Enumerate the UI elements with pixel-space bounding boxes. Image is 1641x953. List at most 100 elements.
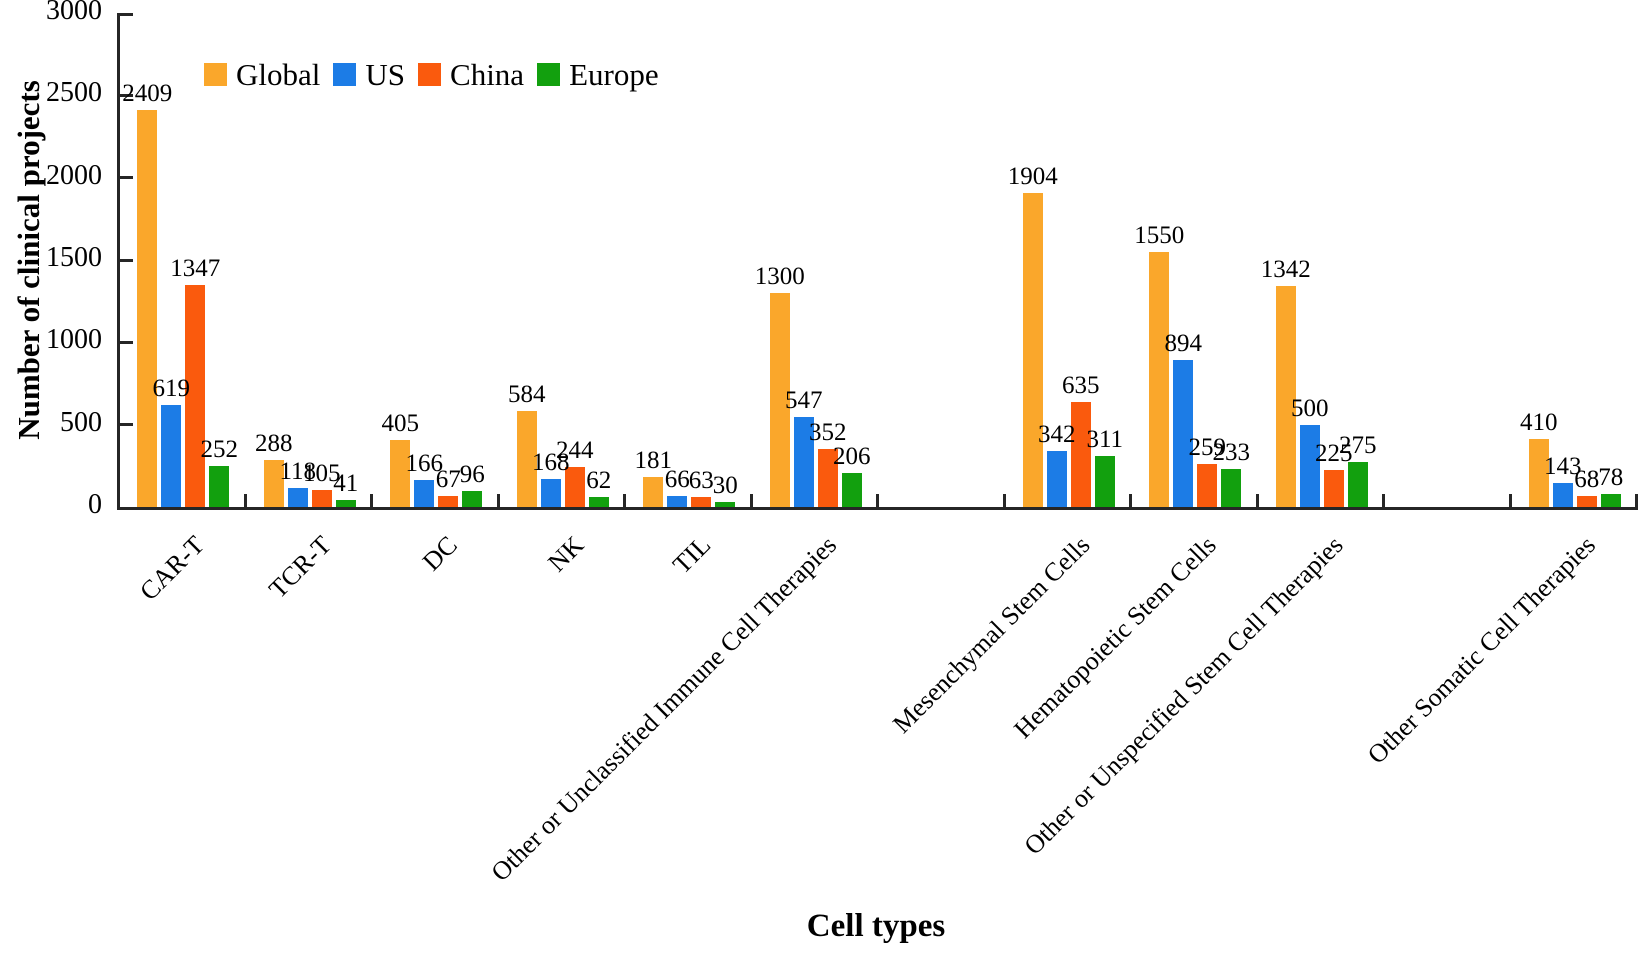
bar-value-label-europe-other-or-unspecified-stem-cell-therapies: 275	[1339, 431, 1377, 459]
bar-china-hematopoietic-stem-cells	[1197, 464, 1218, 507]
bar-europe-til	[715, 502, 736, 507]
bar-china-car-t	[185, 285, 206, 507]
bar-us-other-or-unclassified-immune-cell-therapies	[793, 417, 814, 507]
bar-us-other-or-unspecified-stem-cell-therapies	[1299, 425, 1320, 507]
bar-value-label-china-mesenchymal-stem-cells: 635	[1062, 371, 1100, 399]
bar-value-label-china-hematopoietic-stem-cells: 259	[1188, 433, 1227, 461]
legend-item-global: Global	[204, 59, 320, 90]
y-tick-2500	[120, 93, 133, 97]
y-tick-label: 500	[60, 406, 102, 438]
bar-china-til	[691, 497, 712, 507]
bar-china-nk	[564, 467, 585, 507]
bar-us-nk	[540, 479, 561, 507]
bar-global-other-or-unspecified-stem-cell-therapies	[1275, 286, 1296, 507]
x-tick-boundary-10	[1382, 494, 1385, 507]
x-category-label-other-somatic-cell-therapies: Other Somatic Cell Therapies	[1362, 530, 1602, 770]
x-tick-boundary-12	[1635, 494, 1638, 507]
y-tick-1000	[120, 340, 133, 344]
bar-china-dc	[438, 496, 459, 507]
bar-europe-hematopoietic-stem-cells	[1221, 469, 1242, 507]
bar-value-label-china-car-t: 1347	[170, 254, 221, 282]
y-tick-2000	[120, 176, 133, 180]
bar-global-other-somatic-cell-therapies	[1528, 439, 1549, 507]
legend-item-us: US	[333, 59, 405, 90]
y-tick-label: 1500	[46, 242, 102, 273]
bar-value-label-global-other-or-unspecified-stem-cell-therapies: 1342	[1260, 255, 1311, 283]
bar-value-label-china-til: 63	[688, 466, 714, 494]
x-tick-boundary-9	[1255, 494, 1259, 507]
legend: Global US China Europe	[204, 59, 659, 90]
y-tick-500	[120, 423, 133, 427]
bar-europe-nk	[588, 497, 609, 507]
y-tick-label: 0	[88, 489, 102, 520]
x-category-label-car-t: CAR-T	[134, 530, 211, 606]
bar-value-label-global-other-somatic-cell-therapies: 410	[1520, 408, 1558, 436]
bar-china-other-somatic-cell-therapies	[1576, 496, 1597, 507]
bar-value-label-china-nk: 244	[556, 436, 594, 464]
bar-value-label-us-other-somatic-cell-therapies: 143	[1544, 452, 1582, 480]
bar-value-label-us-til: 66	[664, 465, 690, 493]
plot-area: Global US China Europe 2409 619 1347 252 288 118…	[117, 13, 1638, 510]
bar-china-other-or-unclassified-immune-cell-therapies	[817, 449, 838, 507]
x-tick-boundary-11	[1508, 494, 1512, 507]
bar-europe-other-or-unclassified-immune-cell-therapies	[841, 473, 862, 507]
bar-europe-other-somatic-cell-therapies	[1600, 494, 1621, 507]
bar-value-label-europe-nk: 62	[586, 466, 612, 494]
bar-value-label-china-tcr-t: 105	[303, 459, 341, 487]
x-axis-title: Cell types	[806, 908, 946, 944]
bar-europe-car-t	[209, 466, 230, 507]
bar-value-label-europe-tcr-t: 41	[333, 469, 359, 497]
bar-china-mesenchymal-stem-cells	[1070, 402, 1091, 507]
bar-value-label-us-other-or-unspecified-stem-cell-therapies: 500	[1291, 394, 1329, 422]
x-tick-boundary-4	[623, 494, 626, 507]
bar-value-label-global-til: 181	[634, 446, 673, 474]
x-category-label-dc: DC	[416, 530, 464, 577]
bar-us-car-t	[161, 405, 182, 507]
x-tick-boundary-5	[749, 494, 753, 507]
bar-value-label-global-other-or-unclassified-immune-cell-therapies: 1300	[754, 262, 805, 290]
legend-swatch-china	[418, 63, 442, 86]
bar-value-label-europe-mesenchymal-stem-cells: 311	[1086, 425, 1124, 453]
bar-global-mesenchymal-stem-cells	[1022, 193, 1043, 507]
bar-value-label-us-car-t: 619	[152, 374, 191, 402]
y-tick-label: 2500	[46, 77, 102, 109]
y-tick-label: 2000	[46, 159, 102, 191]
bar-value-label-china-other-or-unclassified-immune-cell-therapies: 352	[809, 418, 847, 446]
bar-value-label-europe-til: 30	[712, 471, 738, 499]
y-tick-1500	[120, 258, 133, 262]
x-category-label-tcr-t: TCR-T	[262, 530, 337, 604]
bar-global-hematopoietic-stem-cells	[1149, 252, 1170, 507]
bar-value-label-us-hematopoietic-stem-cells: 894	[1164, 329, 1203, 357]
bar-global-car-t	[137, 110, 158, 507]
legend-label-china: China	[450, 57, 525, 92]
bar-value-label-europe-dc: 96	[459, 460, 485, 488]
legend-label-global: Global	[236, 57, 321, 92]
bar-value-label-us-mesenchymal-stem-cells: 342	[1038, 420, 1076, 448]
bar-value-label-us-dc: 166	[405, 449, 444, 477]
bar-value-label-us-nk: 168	[532, 448, 570, 476]
y-tick-label: 3000	[46, 0, 102, 26]
bar-europe-mesenchymal-stem-cells	[1094, 456, 1115, 507]
bar-value-label-europe-hematopoietic-stem-cells: 233	[1212, 438, 1251, 466]
legend-swatch-global	[204, 63, 227, 86]
bar-value-label-europe-other-or-unclassified-immune-cell-therapies: 206	[833, 442, 871, 470]
bar-value-label-europe-other-somatic-cell-therapies: 78	[1598, 463, 1624, 491]
x-tick-boundary-8	[1129, 494, 1132, 507]
x-tick-boundary-2	[370, 494, 373, 507]
bar-value-label-us-tcr-t: 118	[279, 457, 317, 485]
x-category-label-other-or-unclassified-immune-cell-therapies: Other or Unclassified Immune Cell Therap…	[485, 530, 843, 887]
x-category-label-nk: NK	[542, 530, 590, 578]
bar-europe-tcr-t	[335, 500, 356, 507]
x-tick-boundary-3	[496, 494, 500, 507]
bar-value-label-global-hematopoietic-stem-cells: 1550	[1134, 221, 1185, 249]
legend-label-europe: Europe	[569, 57, 659, 92]
bar-europe-other-or-unspecified-stem-cell-therapies	[1347, 462, 1368, 507]
x-category-label-til: TIL	[666, 530, 717, 580]
bar-value-label-global-tcr-t: 288	[255, 429, 293, 457]
bar-us-mesenchymal-stem-cells	[1046, 451, 1067, 507]
y-tick-label: 1000	[46, 324, 102, 356]
bar-us-tcr-t	[287, 488, 308, 507]
bar-value-label-global-dc: 405	[381, 409, 420, 437]
bar-china-tcr-t	[311, 490, 332, 507]
